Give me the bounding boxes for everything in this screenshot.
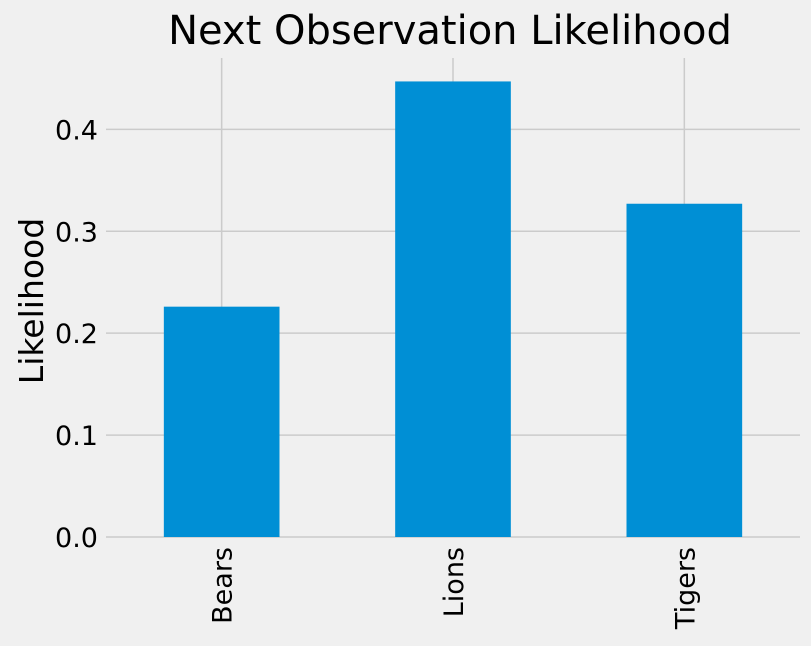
x-tick-labels: Bears Lions Tigers — [208, 547, 702, 630]
y-tick-label: 0.3 — [55, 217, 98, 248]
x-tick-label: Lions — [439, 547, 470, 617]
y-tick-labels: 0.0 0.1 0.2 0.3 0.4 — [55, 115, 98, 554]
y-tick-label: 0.2 — [55, 319, 98, 350]
chart-title: Next Observation Likelihood — [168, 8, 732, 54]
x-tick-label: Tigers — [670, 547, 701, 630]
bar-lions — [395, 81, 511, 537]
bar-bears — [163, 306, 280, 537]
y-tick-label: 0.1 — [55, 421, 98, 452]
y-axis-label: Likelihood — [12, 218, 51, 384]
bar-tigers — [626, 203, 743, 538]
y-tick-label: 0.4 — [55, 115, 98, 146]
bars — [163, 81, 743, 538]
y-tick-label: 0.0 — [55, 523, 98, 554]
x-tick-label: Bears — [208, 547, 239, 624]
